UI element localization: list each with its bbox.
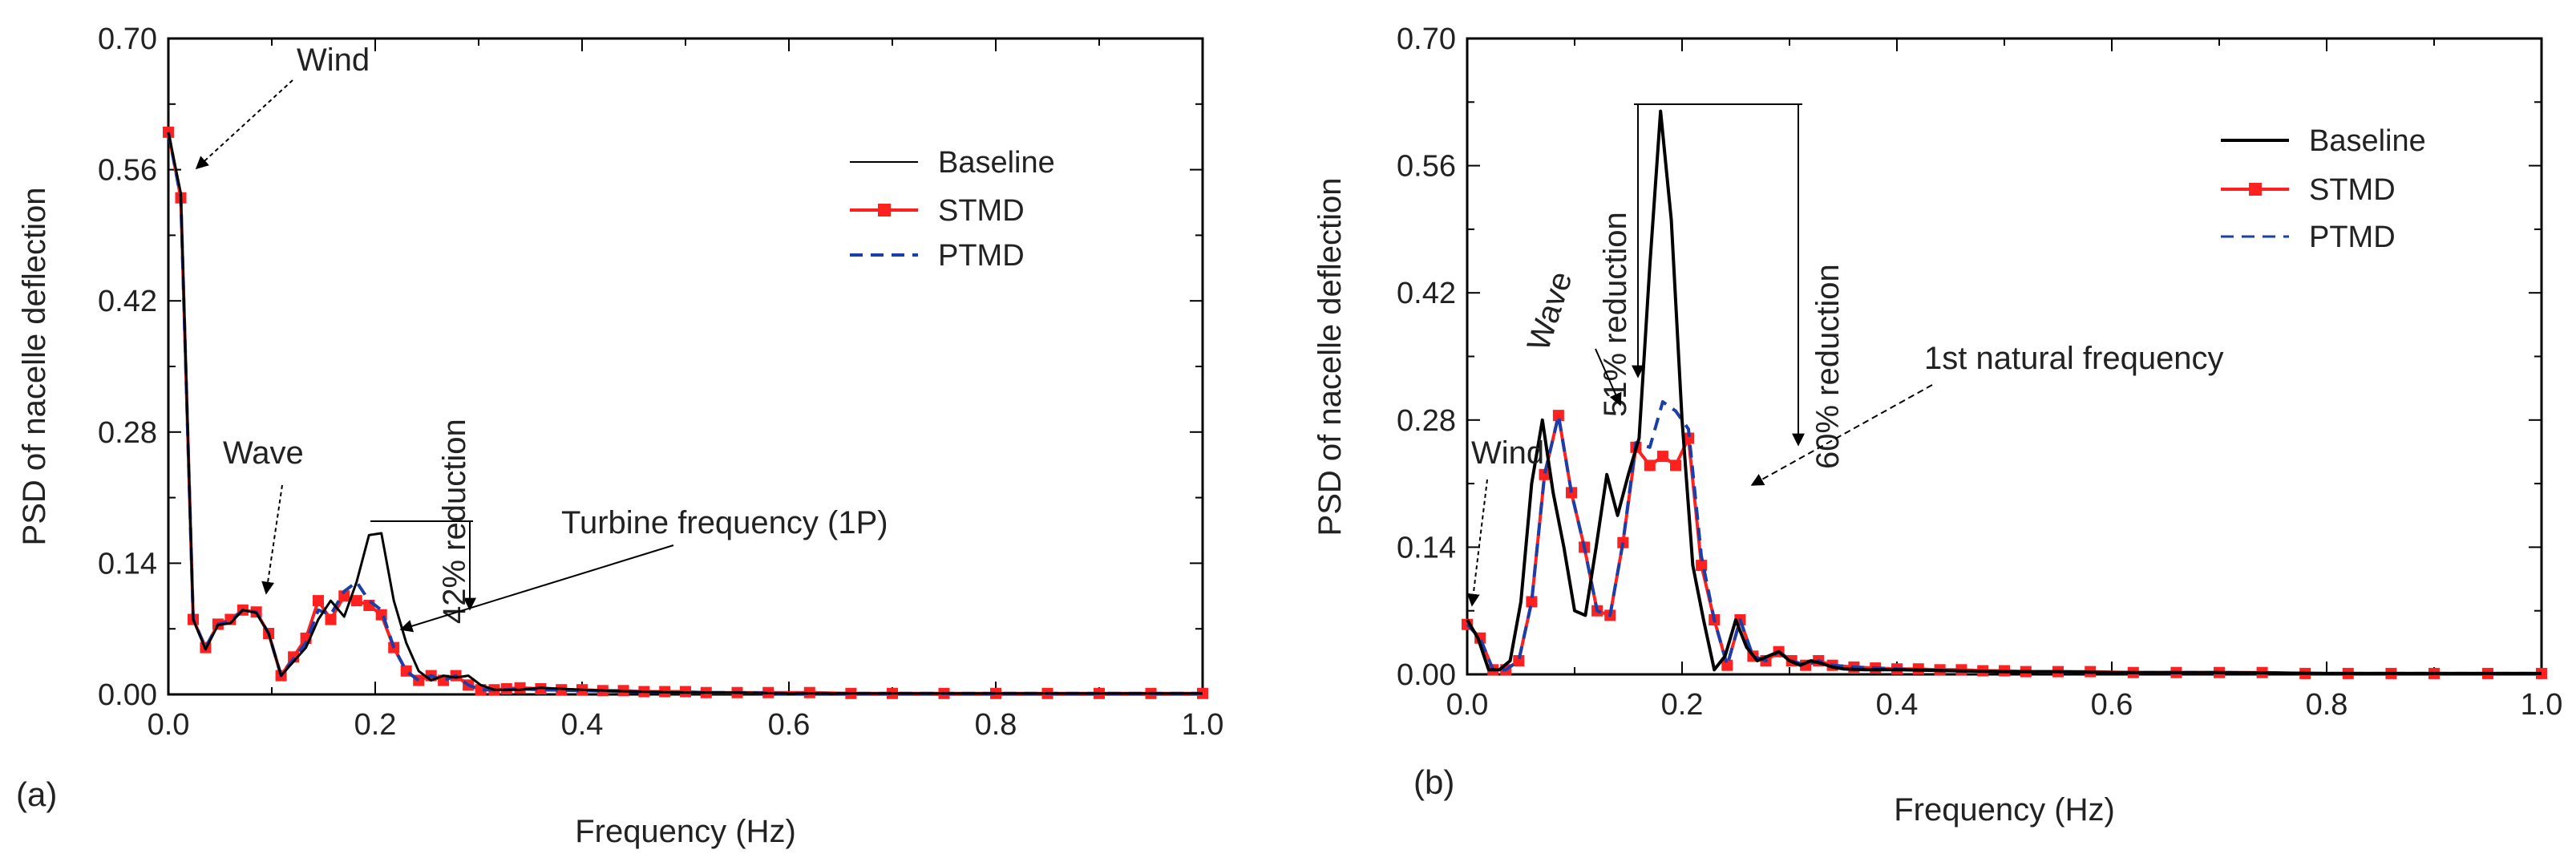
- annotations: 51% reduction 60% reduction Wave Wind 1s…: [1466, 103, 2224, 607]
- legend-label-ptmd: PTMD: [938, 239, 1025, 273]
- x-tick-label: 0.4: [561, 708, 604, 742]
- legend-label-stmd: STMD: [938, 194, 1025, 228]
- data-point-stmd: [1683, 432, 1694, 444]
- annotation-reduction60: 60% reduction: [1810, 264, 1846, 469]
- x-axis-label: Frequency (Hz): [575, 814, 796, 849]
- annotation-turbine: Turbine frequency (1P): [561, 505, 888, 540]
- y-tick-label: 0.70: [98, 22, 157, 56]
- x-tick-label: 0.8: [2306, 688, 2348, 722]
- x-tick-label: 0.0: [1446, 688, 1489, 722]
- arrow-wave: [1595, 348, 1622, 407]
- data-point-stmd: [338, 590, 350, 602]
- x-tick-label: 1.0: [1182, 708, 1224, 742]
- data-point-stmd: [313, 595, 324, 607]
- series-layer: [163, 126, 1208, 699]
- y-axis-label: PSD of nacelle deflection: [17, 188, 52, 546]
- arrow-wind: [1466, 479, 1488, 607]
- data-point-stmd: [350, 595, 362, 607]
- y-tick-label: 0.56: [98, 154, 157, 188]
- data-point-stmd: [224, 613, 237, 625]
- panel-a: 0.0 0.2 0.4 0.6 0.8 1.0 0.00 0.14 0.28 0.42 0.56 0.…: [16, 22, 1223, 849]
- x-tick-label: 0.6: [2091, 688, 2133, 722]
- y-axis-label: PSD of nacelle deflection: [1312, 178, 1348, 536]
- y-tick-label: 0.14: [1397, 531, 1456, 565]
- x-tick-label: 1.0: [2521, 688, 2563, 722]
- annotations: Wind Wave 42% reduction Turbine frequenc…: [195, 42, 888, 633]
- annotation-wave: Wave: [223, 435, 304, 471]
- y-tick-label: 0.28: [98, 416, 157, 450]
- annotation-wave: Wave: [1521, 267, 1579, 354]
- x-tick-label: 0.0: [148, 708, 190, 742]
- series-line-baseline: [1466, 109, 2542, 675]
- y-tick-label: 0.00: [98, 678, 157, 712]
- x-tick-label: 0.2: [1661, 688, 1704, 722]
- arrow-wind: [195, 79, 293, 170]
- data-point-stmd: [1696, 560, 1708, 572]
- arrow-turbine: [399, 544, 674, 633]
- legend-label-ptmd: PTMD: [2309, 221, 2396, 254]
- y-tick-label: 0.14: [98, 547, 157, 581]
- annotation-reduction: 42% reduction: [437, 419, 472, 624]
- legend-label-stmd: STMD: [2309, 173, 2396, 207]
- data-point-stmd: [1552, 410, 1564, 422]
- legend-marker-stmd: [878, 204, 891, 217]
- x-tick-label: 0.6: [768, 708, 811, 742]
- x-axis-label: Frequency (Hz): [1894, 792, 2115, 828]
- data-point-stmd: [325, 613, 337, 625]
- series-line-baseline: [167, 132, 1203, 695]
- legend: Baseline STMD PTMD: [2221, 124, 2426, 254]
- x-tick-label: 0.4: [1876, 688, 1919, 722]
- y-tick-label: 0.42: [1397, 277, 1456, 310]
- arrow-wave: [261, 484, 283, 595]
- tick-labels: 0.0 0.2 0.4 0.6 0.8 1.0 0.00 0.14 0.28 0.42 0.56 0.…: [98, 22, 1223, 742]
- panel-b: 0.0 0.2 0.4 0.6 0.8 1.0 0.00 0.14 0.28 0.42 0.56 0.…: [1312, 22, 2562, 828]
- y-tick-label: 0.00: [1397, 658, 1456, 692]
- annotation-wind: Wind: [1471, 435, 1544, 471]
- arrow-natural: [1750, 384, 1933, 486]
- legend: Baseline STMD PTMD: [850, 146, 1055, 273]
- data-point-stmd: [1644, 459, 1656, 471]
- legend-label-baseline: Baseline: [2309, 124, 2426, 158]
- y-tick-label: 0.56: [1397, 150, 1456, 184]
- legend-marker-stmd: [2249, 183, 2262, 196]
- data-point-stmd: [1539, 468, 1551, 480]
- y-tick-label: 0.42: [98, 285, 157, 318]
- series-line-stmd: [167, 132, 1203, 695]
- data-point-stmd: [1721, 659, 1733, 671]
- series-layer: [1462, 109, 2547, 679]
- panel-label: (a): [16, 775, 57, 813]
- y-tick-label: 0.70: [1397, 22, 1456, 56]
- annotation-reduction51: 51% reduction: [1598, 212, 1633, 417]
- y-tick-label: 0.28: [1397, 404, 1456, 438]
- annotation-natural: 1st natural frequency: [1924, 341, 2224, 376]
- x-tick-label: 0.8: [975, 708, 1017, 742]
- data-point-stmd: [1526, 596, 1538, 608]
- tick-labels: 0.0 0.2 0.4 0.6 0.8 1.0 0.00 0.14 0.28 0.42 0.56 0.…: [1397, 22, 2562, 722]
- data-point-stmd: [1670, 459, 1681, 471]
- annotation-wind: Wind: [297, 42, 370, 78]
- panel-label: (b): [1413, 763, 1454, 801]
- legend-label-baseline: Baseline: [938, 146, 1055, 180]
- data-point-stmd: [1513, 655, 1525, 666]
- data-point-stmd: [1656, 451, 1668, 463]
- x-tick-label: 0.2: [354, 708, 397, 742]
